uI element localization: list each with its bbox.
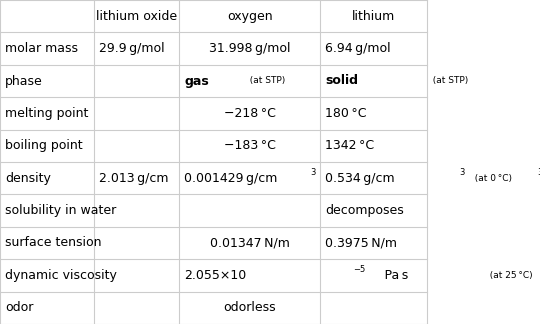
Text: −5: −5 <box>354 265 366 274</box>
Text: odor: odor <box>5 301 33 314</box>
Text: 6.94 g/mol: 6.94 g/mol <box>326 42 391 55</box>
Text: dynamic viscosity: dynamic viscosity <box>5 269 117 282</box>
Text: boiling point: boiling point <box>5 139 83 152</box>
Text: oxygen: oxygen <box>227 10 273 23</box>
Text: 2.013 g/cm: 2.013 g/cm <box>99 172 168 185</box>
Text: density: density <box>5 172 51 185</box>
Text: molar mass: molar mass <box>5 42 78 55</box>
Text: Pa s: Pa s <box>382 269 408 282</box>
Text: 29.9 g/mol: 29.9 g/mol <box>99 42 165 55</box>
Text: 3: 3 <box>537 168 540 177</box>
Text: lithium: lithium <box>352 10 395 23</box>
Text: odorless: odorless <box>224 301 276 314</box>
Text: (at STP): (at STP) <box>431 76 468 86</box>
Text: (at 0 °C): (at 0 °C) <box>474 174 512 183</box>
Text: phase: phase <box>5 75 43 87</box>
Text: melting point: melting point <box>5 107 89 120</box>
Text: (at STP): (at STP) <box>248 76 285 86</box>
Text: −218 °C: −218 °C <box>224 107 276 120</box>
Text: (at 25 °C): (at 25 °C) <box>488 271 532 280</box>
Text: 180 °C: 180 °C <box>326 107 367 120</box>
Text: −183 °C: −183 °C <box>224 139 276 152</box>
Text: 0.534 g/cm: 0.534 g/cm <box>326 172 395 185</box>
Text: 2.055×10: 2.055×10 <box>185 269 247 282</box>
Text: 3: 3 <box>310 168 316 177</box>
Text: 0.3975 N/m: 0.3975 N/m <box>326 237 397 249</box>
Text: 3: 3 <box>460 168 465 177</box>
Text: 31.998 g/mol: 31.998 g/mol <box>209 42 291 55</box>
Text: 1342 °C: 1342 °C <box>326 139 375 152</box>
Text: solubility in water: solubility in water <box>5 204 117 217</box>
Text: decomposes: decomposes <box>326 204 404 217</box>
Text: 0.001429 g/cm: 0.001429 g/cm <box>185 172 278 185</box>
Text: surface tension: surface tension <box>5 237 102 249</box>
Text: 0.01347 N/m: 0.01347 N/m <box>210 237 290 249</box>
Text: gas: gas <box>185 75 209 87</box>
Text: solid: solid <box>326 75 359 87</box>
Text: lithium oxide: lithium oxide <box>96 10 177 23</box>
